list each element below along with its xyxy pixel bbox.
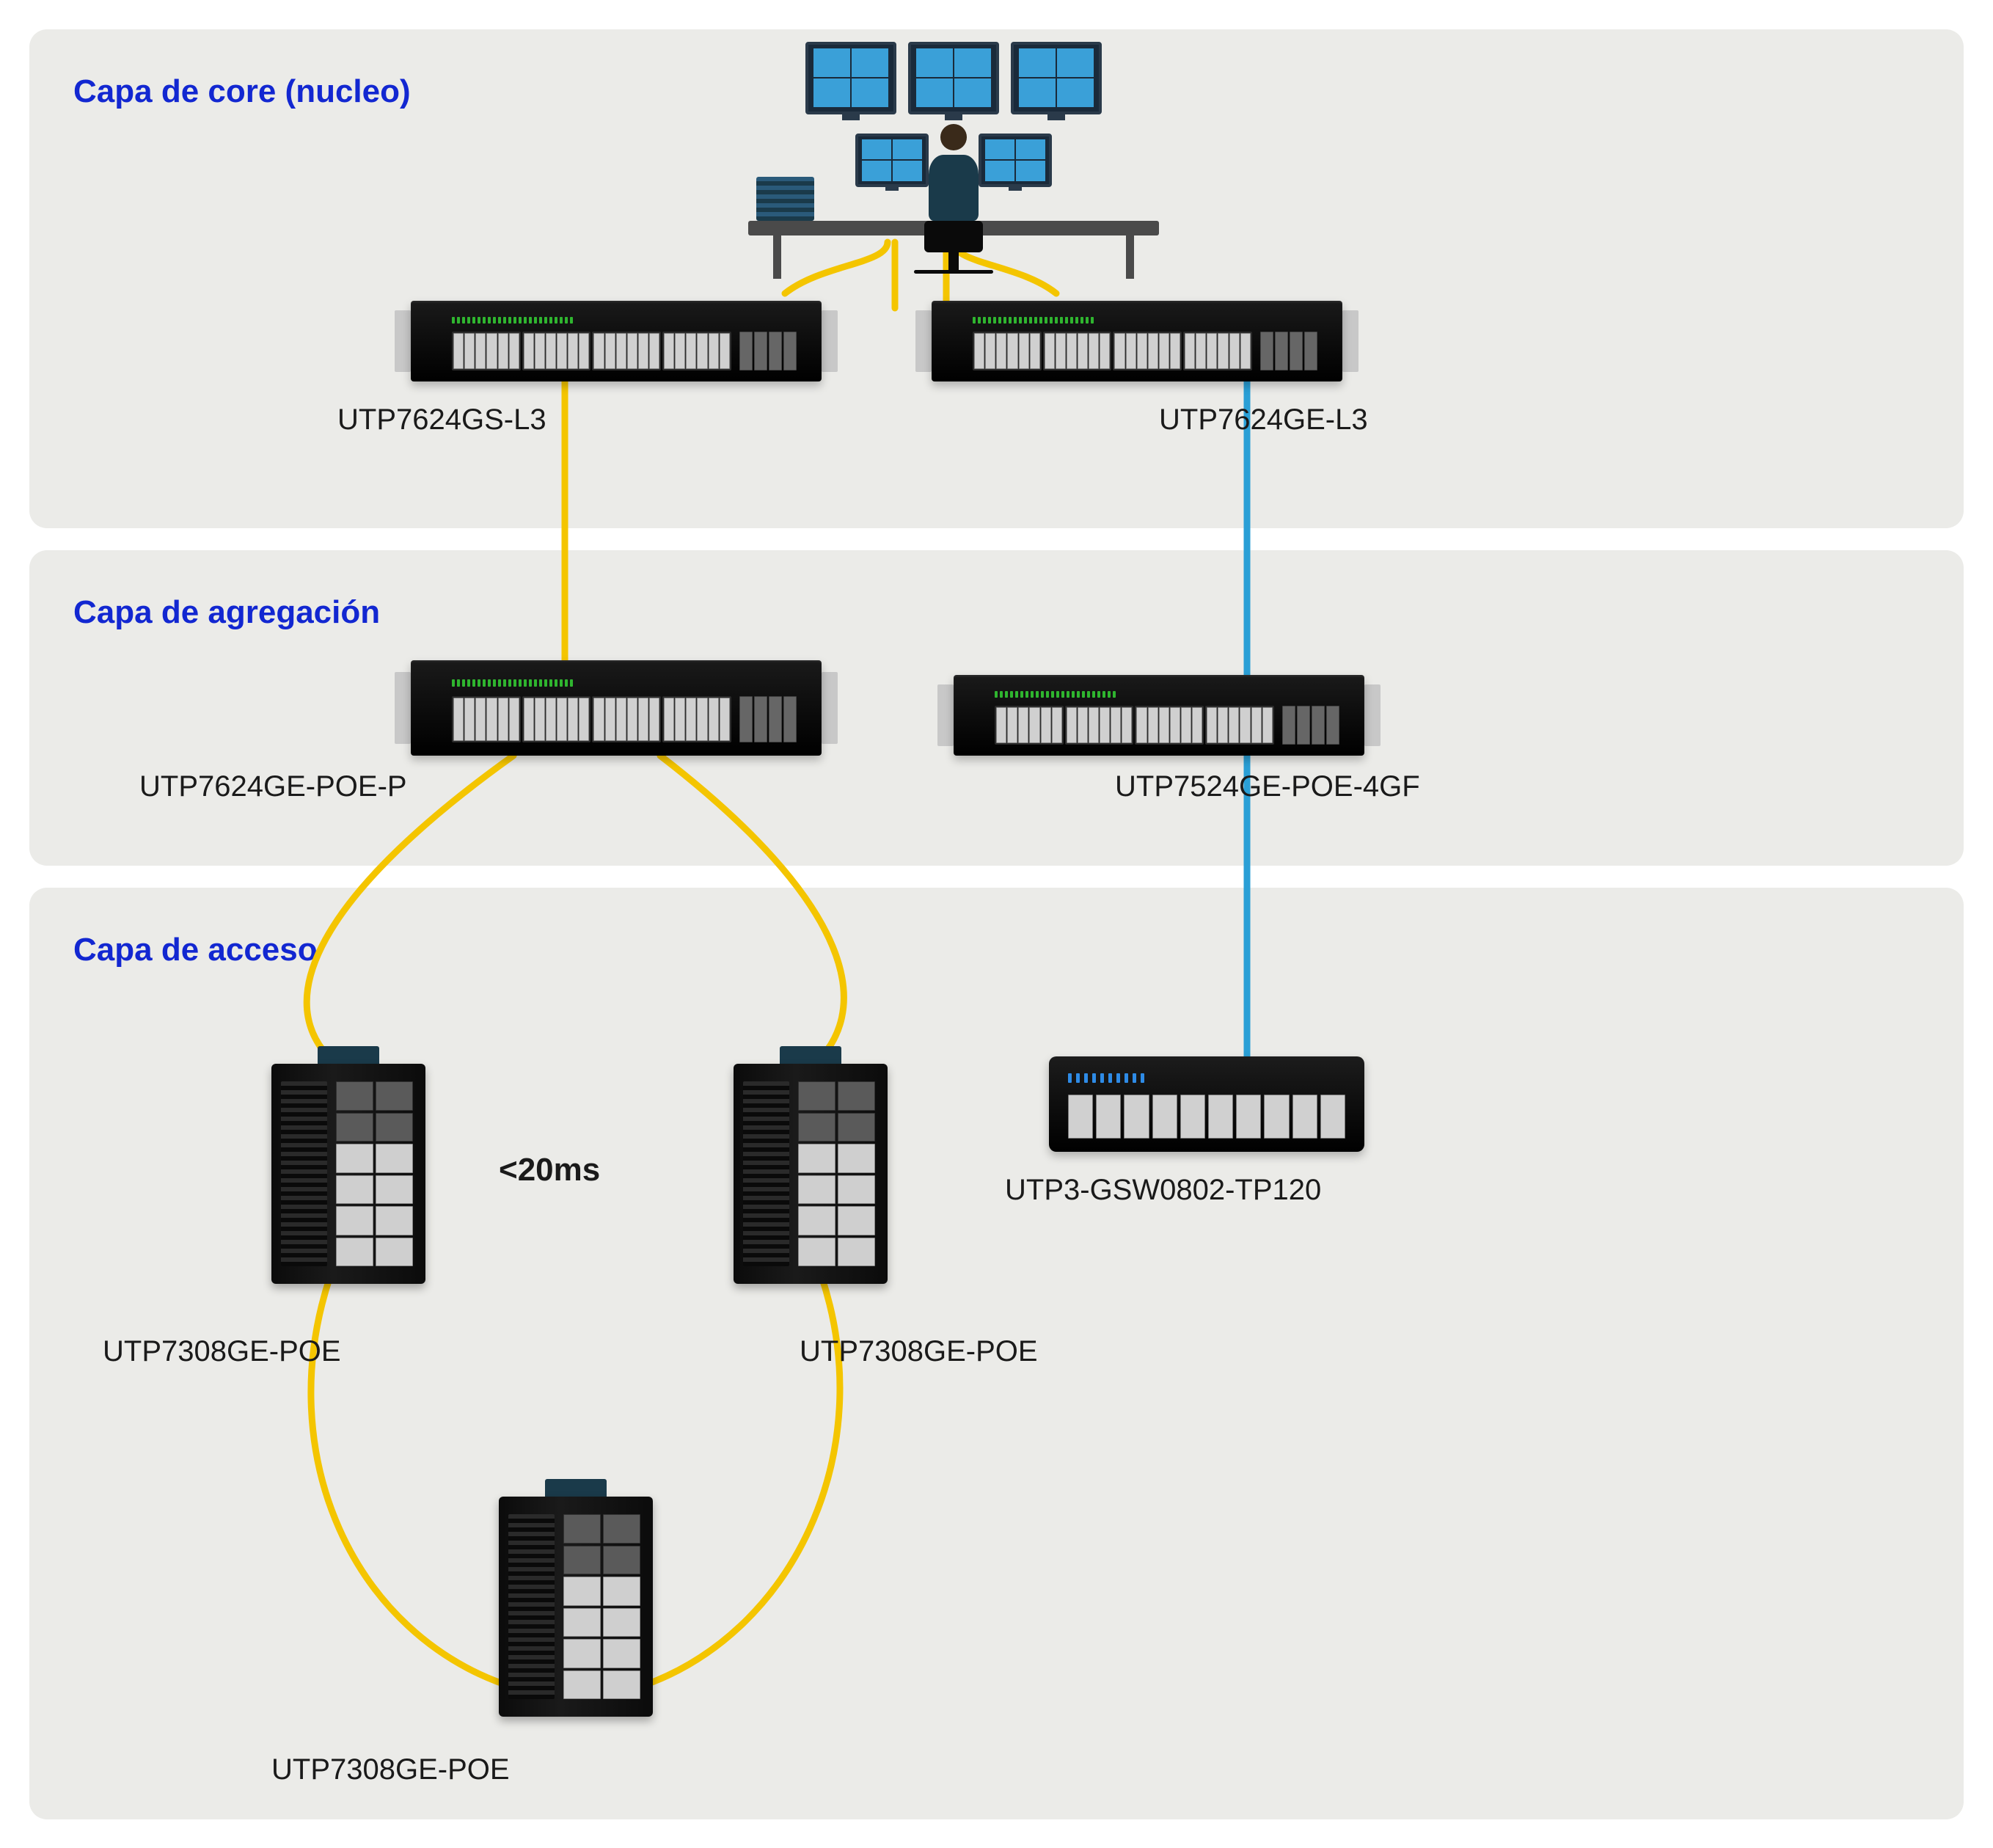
rack-switch-core_right: [932, 301, 1342, 381]
chair-icon: [904, 221, 1003, 274]
monitor-icon: [1011, 42, 1101, 114]
monitor-icon: [908, 42, 998, 114]
desk-leg: [1126, 235, 1134, 279]
monitor-icon: [805, 42, 896, 114]
layer-title-aggr: Capa de agregación: [73, 594, 380, 631]
monitor-icon: [979, 134, 1053, 187]
industrial-switch-acc_ind_bottom: [499, 1497, 653, 1717]
device-label-acc_ind_right: UTP7308GE-POE: [800, 1335, 1038, 1368]
device-label-acc_desk: UTP3-GSW0802-TP120: [1005, 1174, 1321, 1207]
operator-workstation: [748, 37, 1159, 279]
device-label-aggr_right: UTP7524GE-POE-4GF: [1115, 770, 1420, 803]
industrial-switch-acc_ind_left: [271, 1064, 425, 1284]
device-label-acc_ind_bottom: UTP7308GE-POE: [271, 1753, 510, 1786]
device-label-core_right: UTP7624GE-L3: [1159, 403, 1368, 437]
monitor-icon: [855, 134, 929, 187]
rack-switch-aggr_right: [954, 675, 1364, 756]
desktop-switch-acc_desk: [1049, 1056, 1364, 1152]
industrial-switch-acc_ind_right: [734, 1064, 888, 1284]
device-label-acc_ind_left: UTP7308GE-POE: [103, 1335, 341, 1368]
operator-icon: [921, 124, 987, 221]
device-label-aggr_left: UTP7624GE-POE-P: [139, 770, 407, 803]
server-stack-icon: [756, 177, 813, 220]
rack-switch-aggr_left: [411, 660, 822, 756]
rack-switch-core_left: [411, 301, 822, 381]
desk-leg: [773, 235, 781, 279]
ring-latency-annotation: <20ms: [499, 1152, 600, 1188]
device-label-core_left: UTP7624GS-L3: [337, 403, 546, 437]
layer-title-core: Capa de core (nucleo): [73, 73, 411, 110]
layer-title-access: Capa de acceso: [73, 932, 318, 968]
